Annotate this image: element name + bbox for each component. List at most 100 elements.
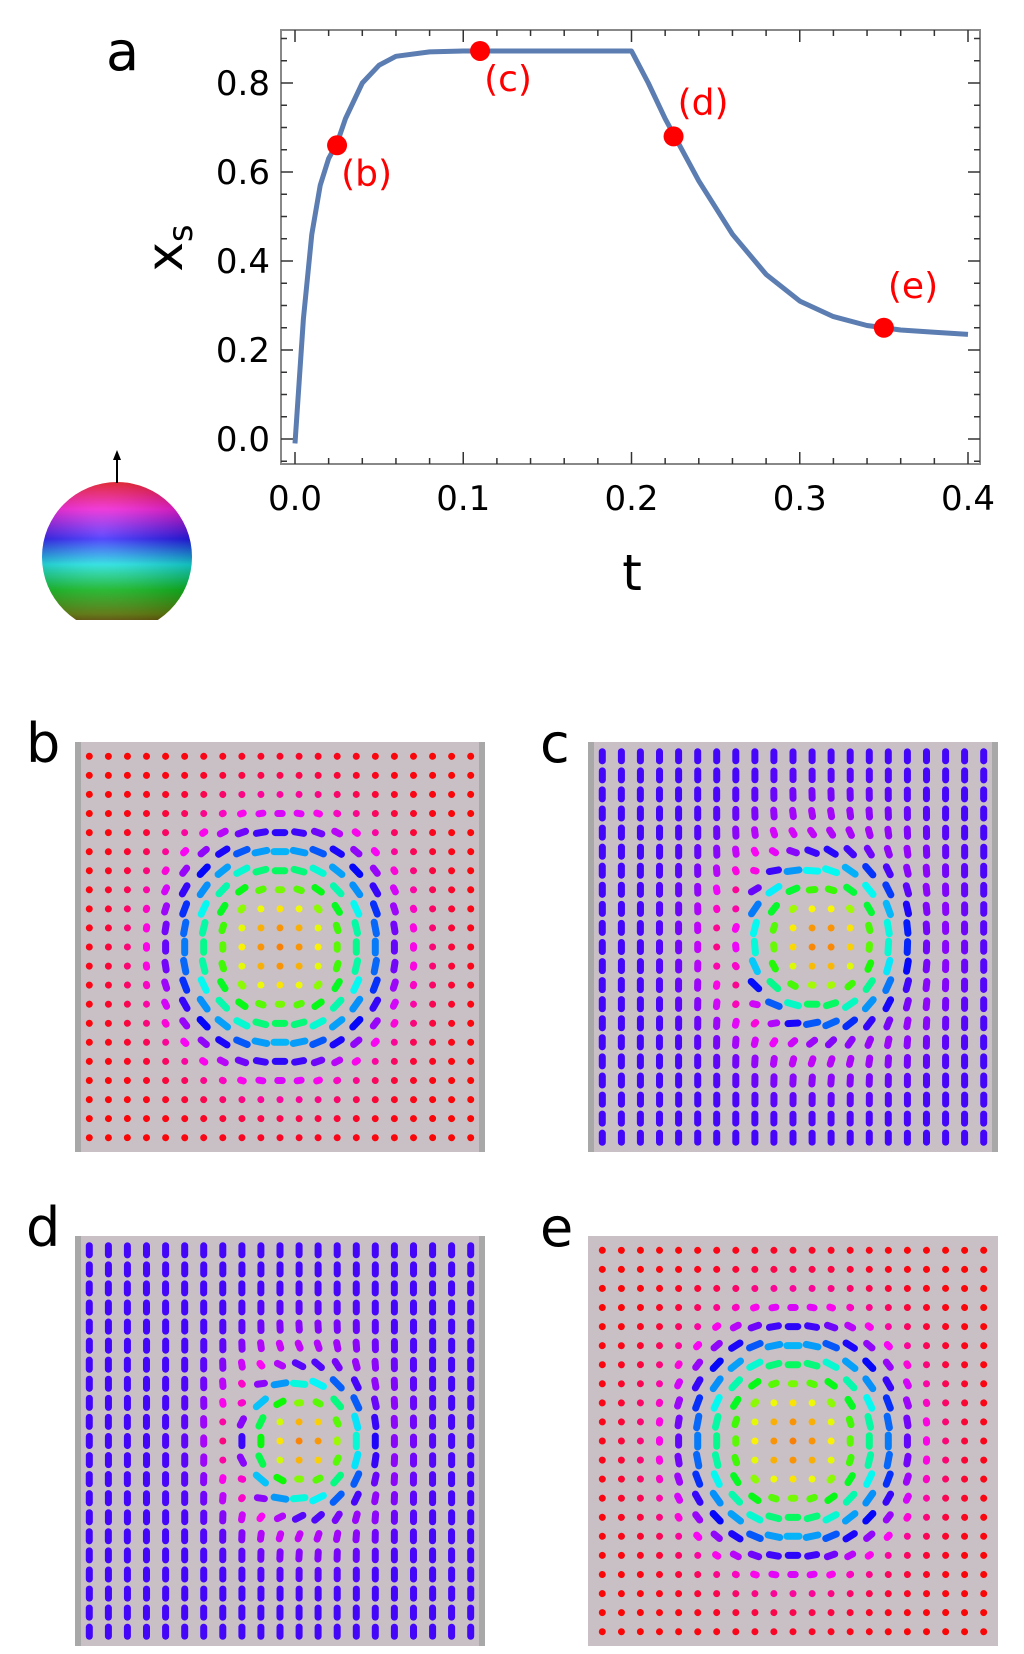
spin-rod	[237, 1076, 247, 1085]
spin-rod	[770, 1590, 778, 1598]
spin-rod	[636, 1551, 644, 1559]
spin-rod	[864, 959, 875, 973]
spin-rod	[467, 1057, 475, 1065]
spin-rod	[808, 1418, 816, 1426]
spin-rod	[181, 1585, 189, 1602]
spin-rod	[467, 1509, 475, 1526]
spin-rod	[390, 1242, 398, 1259]
spin-rod	[276, 981, 284, 989]
spin-rod	[142, 1096, 150, 1104]
spin-rod	[371, 1376, 380, 1391]
spin-rod	[617, 958, 625, 975]
spin-rod	[314, 1299, 322, 1316]
spin-rod	[429, 1604, 437, 1621]
spin-rod	[903, 1284, 911, 1292]
spin-rod	[256, 1529, 265, 1543]
spin-rod	[142, 771, 150, 779]
spin-rod	[276, 1585, 284, 1602]
spin-rod	[598, 1551, 606, 1559]
spin-rod	[808, 748, 816, 765]
spin-rod	[448, 1623, 456, 1640]
spin-rod	[295, 1280, 303, 1297]
spin-rod	[617, 1609, 625, 1617]
spin-rod	[104, 1280, 112, 1297]
spin-rod	[351, 957, 362, 975]
x-tick-label: 0.0	[268, 479, 322, 519]
spin-rod	[709, 1375, 724, 1393]
spin-rod	[883, 1412, 893, 1432]
spin-rod	[636, 767, 644, 784]
spin-rod	[429, 1566, 437, 1583]
spin-rod	[295, 943, 303, 951]
spin-rod	[409, 1471, 417, 1487]
spin-rod	[903, 1323, 911, 1331]
spin-rod	[467, 1096, 475, 1104]
spin-rod	[980, 1034, 988, 1051]
spin-rod	[980, 1399, 988, 1407]
spin-rod	[104, 829, 112, 837]
spin-rod	[694, 1034, 702, 1050]
spin-rod	[85, 1356, 93, 1373]
spin-rod	[85, 1019, 93, 1027]
spin-rod	[841, 1510, 859, 1525]
spin-rod	[713, 825, 721, 841]
spin-rod	[276, 790, 284, 798]
spin-rod	[314, 1280, 322, 1297]
spin-rod	[104, 1261, 112, 1278]
spin-rod	[252, 1018, 270, 1029]
spin-rod	[313, 1076, 323, 1085]
spin-rod	[123, 1452, 131, 1469]
spin-rod	[903, 863, 912, 878]
spin-rod	[200, 1509, 208, 1526]
spin-rod	[448, 1413, 456, 1430]
spin-rod	[448, 886, 456, 894]
spin-rod	[751, 1609, 759, 1617]
spin-rod	[162, 1623, 170, 1640]
spin-rod	[827, 1418, 835, 1426]
spin-rod	[448, 1134, 456, 1142]
spin-rod	[694, 767, 702, 784]
spin-rod	[617, 1361, 625, 1369]
spin-rod	[961, 1284, 969, 1292]
spin-rod	[922, 901, 931, 917]
spin-rod	[238, 1623, 246, 1640]
spin-rod	[923, 1342, 931, 1350]
spin-rod	[389, 884, 399, 896]
spin-rod	[314, 1319, 322, 1334]
spin-rod	[636, 1380, 644, 1388]
spin-rod	[903, 786, 911, 803]
spin-rod	[257, 1623, 265, 1640]
spin-rod	[331, 1358, 343, 1372]
spin-rod	[844, 1395, 856, 1410]
spin-rod	[429, 1134, 437, 1142]
spin-rod	[180, 847, 190, 857]
spin-rod	[312, 1474, 324, 1484]
spin-rod	[846, 1246, 854, 1254]
spin-rod	[448, 1299, 456, 1316]
spin-rod	[429, 867, 437, 875]
spin-rod	[448, 962, 456, 970]
spin-rod	[862, 1016, 876, 1031]
spin-rod	[410, 1019, 418, 1027]
spin-rod	[656, 1303, 664, 1311]
spin-rod	[862, 881, 877, 898]
spin-rod	[448, 1000, 456, 1008]
spin-rod	[655, 1628, 663, 1636]
marker-b	[327, 135, 348, 156]
spin-rod	[389, 978, 399, 992]
spin-rod	[219, 1338, 227, 1354]
spin-rod	[636, 1323, 644, 1331]
spin-rod	[219, 1115, 227, 1123]
spin-rod	[980, 881, 988, 898]
spin-rod	[271, 1019, 289, 1027]
spin-rod	[352, 1566, 360, 1583]
spin-rod	[636, 1053, 644, 1070]
spin-rod	[617, 1494, 625, 1502]
spin-rod	[712, 884, 721, 896]
spin-rod	[104, 1000, 112, 1008]
spin-rod	[467, 810, 475, 818]
spin-rod	[237, 980, 247, 990]
spin-rod	[922, 1110, 930, 1127]
spin-rod	[270, 1379, 290, 1389]
spin-rod	[219, 1318, 227, 1335]
